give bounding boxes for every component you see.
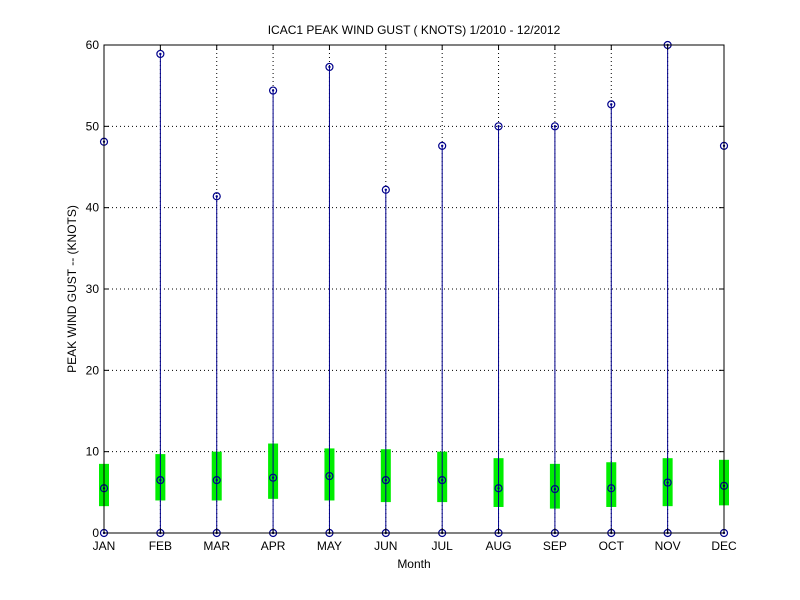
median-marker-dot <box>666 481 669 484</box>
max-marker-ring <box>268 86 278 95</box>
median-marker-dot <box>497 487 500 490</box>
chart-title: ICAC1 PEAK WIND GUST ( KNOTS) 1/2010 - 1… <box>268 23 561 37</box>
median-marker-dot <box>271 476 275 479</box>
median-marker-ring <box>381 476 390 485</box>
median-marker-ring <box>438 476 447 485</box>
median-marker-ring <box>325 471 334 481</box>
max-marker-ring <box>494 122 503 131</box>
max-marker-dot <box>497 125 500 128</box>
median-marker-dot <box>610 487 613 490</box>
max-marker <box>494 122 503 131</box>
x-tick-label: JUL <box>432 539 454 553</box>
median-marker-ring <box>550 484 560 494</box>
y-tick-label: 50 <box>86 119 100 133</box>
x-tick-label: OCT <box>599 539 625 553</box>
max-marker-dot <box>271 89 275 92</box>
max-marker-ring <box>212 192 221 201</box>
max-marker-ring <box>156 49 165 59</box>
median-marker-dot <box>328 474 331 478</box>
median-marker <box>438 476 447 485</box>
median-marker-ring <box>156 476 165 485</box>
x-tick-label: JAN <box>93 539 116 553</box>
max-marker-dot <box>610 103 613 106</box>
max-marker <box>550 122 560 131</box>
max-marker-ring <box>438 141 447 150</box>
median-marker <box>212 476 221 485</box>
median-marker-dot <box>440 478 444 482</box>
x-tick-label: SEP <box>543 539 567 553</box>
max-marker <box>325 62 334 72</box>
x-tick-label: AUG <box>486 539 512 553</box>
max-marker-ring <box>381 185 390 194</box>
max-marker-ring <box>607 100 616 109</box>
median-marker <box>550 484 560 494</box>
median-marker-ring <box>607 484 616 493</box>
max-marker-dot <box>159 52 162 56</box>
x-tick-label: APR <box>261 539 286 553</box>
median-marker-ring <box>268 473 278 482</box>
max-marker-ring <box>550 122 560 131</box>
max-marker-ring <box>325 62 334 72</box>
y-tick-label: 40 <box>86 201 100 215</box>
max-marker-dot <box>384 188 388 191</box>
median-marker-ring <box>494 484 503 493</box>
y-tick-label: 60 <box>86 38 100 52</box>
max-marker <box>607 100 616 109</box>
x-axis-label: Month <box>397 557 430 571</box>
median-marker <box>381 476 390 485</box>
median-marker <box>607 484 616 493</box>
x-tick-label: MAY <box>317 539 342 553</box>
x-tick-label: NOV <box>655 539 681 553</box>
max-marker <box>156 49 165 59</box>
max-marker-dot <box>215 195 218 198</box>
median-marker-dot <box>553 487 557 491</box>
y-tick-label: 0 <box>92 526 99 540</box>
median-marker-dot <box>159 478 162 482</box>
max-marker-dot <box>440 144 444 148</box>
median-marker-ring <box>212 476 221 485</box>
median-marker <box>156 476 165 485</box>
y-tick-label: 10 <box>86 445 100 459</box>
median-marker <box>325 471 334 481</box>
y-tick-label: 30 <box>86 282 100 296</box>
median-marker-ring <box>663 478 672 487</box>
axis-ticks <box>103 44 725 534</box>
y-tick-label: 20 <box>86 363 100 377</box>
max-marker <box>438 141 447 150</box>
max-marker <box>381 185 390 194</box>
median-marker <box>268 473 278 482</box>
max-marker <box>268 86 278 95</box>
x-tick-label: FEB <box>149 539 172 553</box>
median-marker <box>663 478 672 487</box>
x-tick-label: MAR <box>203 539 230 553</box>
x-tick-label: JUN <box>374 539 397 553</box>
median-marker <box>494 484 503 493</box>
median-marker-dot <box>215 478 218 482</box>
max-marker-dot <box>553 125 557 128</box>
max-marker <box>212 192 221 201</box>
median-marker-dot <box>384 478 388 482</box>
tick-labels: 0 10 20 30 40 50 60 JAN FEB MAR APR MAY JUN JUL AUG SEP… <box>86 38 737 553</box>
y-axis-label: PEAK WIND GUST -- (KNOTS) <box>65 205 79 373</box>
max-marker-dot <box>328 65 331 69</box>
x-tick-label: DEC <box>711 539 737 553</box>
